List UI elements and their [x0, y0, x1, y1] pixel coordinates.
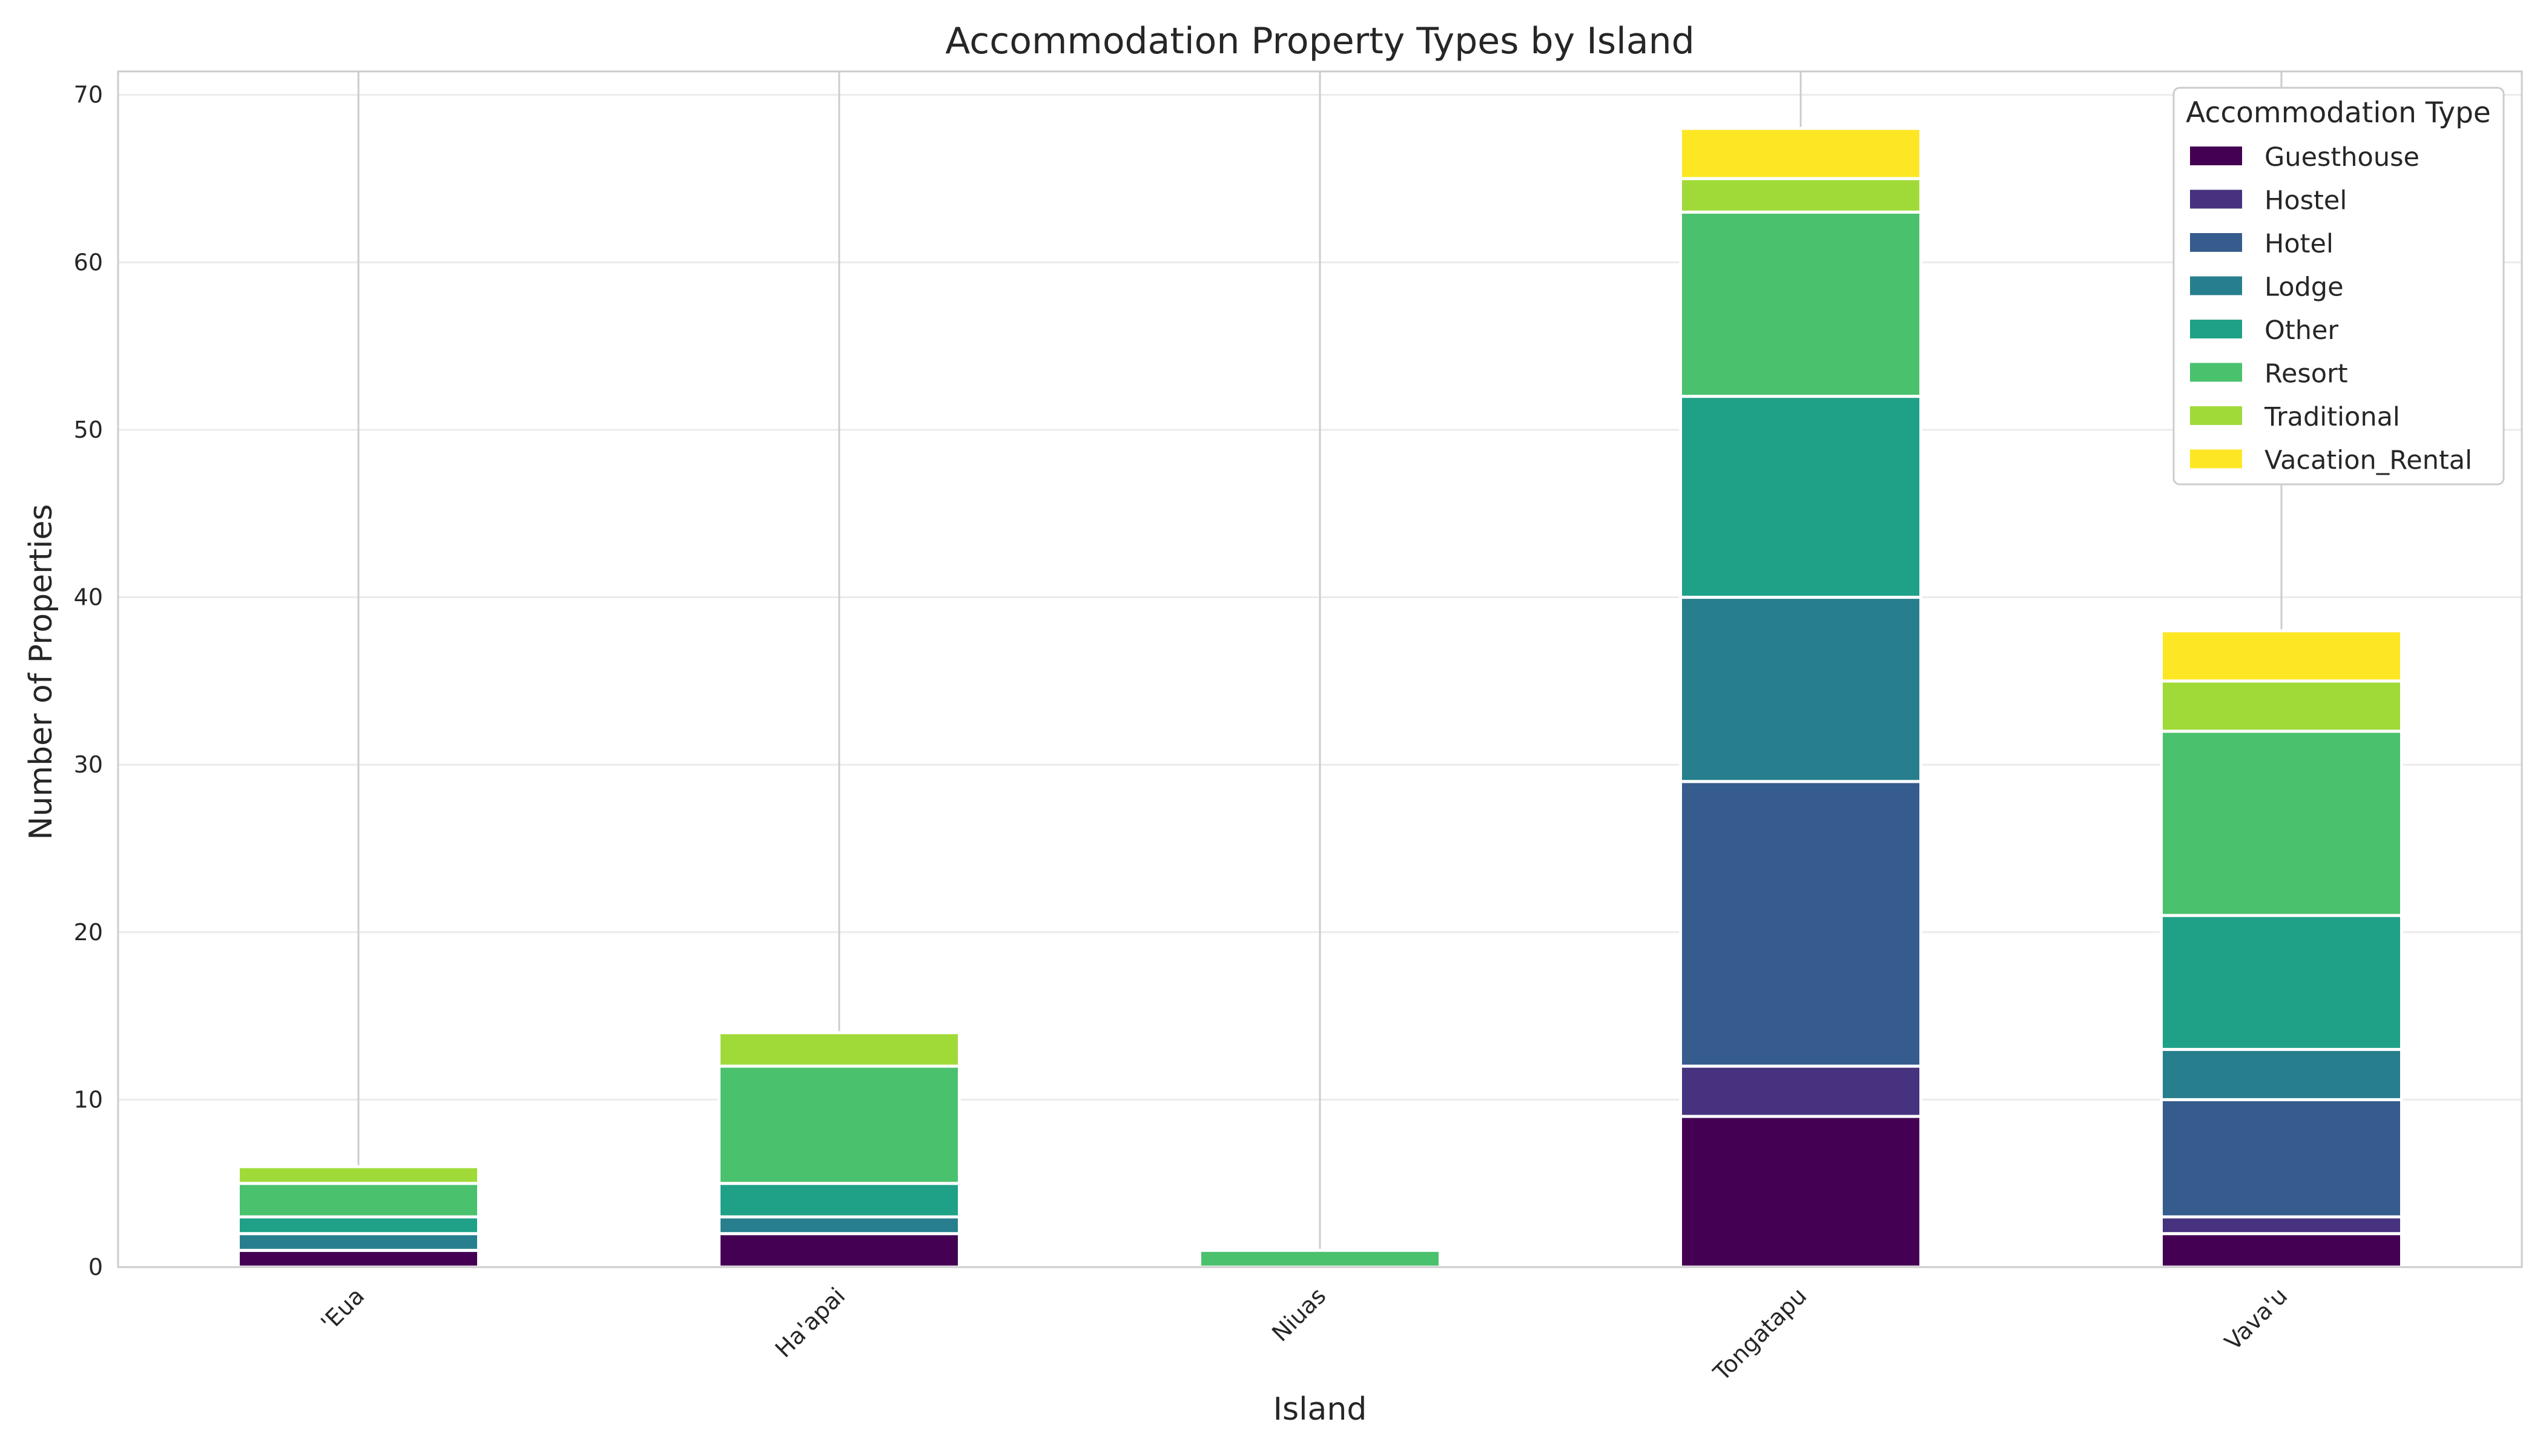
x-axis-ticks: 'Eua Ha'apai Niuas Tongatapu Vava'u — [315, 1282, 2292, 1386]
bar-segment — [2160, 629, 2403, 683]
bar-segment — [1679, 127, 1922, 180]
legend-label: Resort — [2264, 359, 2348, 389]
legend-box — [2172, 87, 2505, 486]
bar-segment — [237, 1248, 480, 1269]
legend-entries: Guesthouse Hostel Hotel Lodge Other Resort Tra… — [2190, 142, 2472, 476]
y-tick-label: 0 — [88, 1254, 103, 1280]
y-tick-label: 10 — [74, 1086, 103, 1113]
bar-segment — [237, 1232, 480, 1252]
bar-segment — [2160, 730, 2403, 917]
bars — [237, 127, 2403, 1269]
y-tick-label: 30 — [74, 751, 103, 778]
legend-swatch — [2190, 363, 2242, 382]
legend-swatch — [2190, 233, 2242, 252]
x-tick-label: 'Eua — [315, 1282, 369, 1336]
bar-segment — [237, 1182, 480, 1219]
bar-segment — [717, 1182, 961, 1219]
x-tick-label: Tongatapu — [1708, 1282, 1812, 1386]
legend-label: Vacation_Rental — [2264, 446, 2472, 476]
legend-label: Guesthouse — [2264, 142, 2419, 173]
y-tick-label: 20 — [74, 919, 103, 946]
legend-swatch — [2190, 189, 2242, 209]
y-tick-label: 40 — [74, 584, 103, 611]
x-axis-label: Island — [1273, 1391, 1367, 1428]
x-tick-label: Vava'u — [2220, 1282, 2293, 1356]
bar-segment — [1679, 596, 1922, 783]
bar-segment — [2160, 1232, 2403, 1269]
legend-title: Accommodation Type — [2186, 96, 2491, 130]
legend: Accommodation Type Guesthouse Hostel Hotel… — [2172, 87, 2505, 486]
y-tick-label: 60 — [74, 249, 103, 275]
legend-swatch — [2190, 320, 2242, 338]
legend-label: Hostel — [2264, 186, 2347, 216]
legend-swatch — [2190, 449, 2242, 469]
y-tick-label: 70 — [74, 82, 103, 108]
bar-segment — [717, 1031, 961, 1068]
bar-segment — [717, 1215, 961, 1236]
bar-segment — [1679, 1115, 1922, 1269]
bar-segment — [1679, 1064, 1922, 1118]
plot-frame — [117, 70, 2523, 1268]
legend-swatch — [2190, 406, 2242, 425]
y-tick-label: 50 — [74, 417, 103, 443]
bar-segment — [2160, 1098, 2403, 1219]
bar-segment — [237, 1215, 480, 1236]
bar-segment — [1198, 1248, 1442, 1269]
legend-label: Hotel — [2264, 229, 2334, 259]
x-tick-label: Ha'apai — [770, 1282, 851, 1363]
bar-segment — [1679, 210, 1922, 398]
y-axis-label: Number of Properties — [23, 504, 59, 840]
bar-segment — [237, 1165, 480, 1185]
bar-segment — [717, 1232, 961, 1269]
legend-label: Lodge — [2264, 272, 2344, 303]
bar-segment — [1679, 780, 1922, 1068]
legend-label: Other — [2264, 315, 2338, 346]
legend-label: Traditional — [2264, 402, 2400, 432]
bar-segment — [2160, 679, 2403, 733]
x-tick-label: Niuas — [1267, 1282, 1331, 1346]
y-axis-ticks: 0 10 20 30 40 50 60 70 — [74, 82, 103, 1280]
bar-segment — [717, 1064, 961, 1185]
bar-segment — [2160, 914, 2403, 1051]
bar-segment — [2160, 1215, 2403, 1236]
legend-swatch — [2190, 147, 2242, 165]
legend-swatch — [2190, 276, 2242, 295]
bar-segment — [1679, 177, 1922, 214]
bar-segment — [1679, 395, 1922, 599]
chart-title: Accommodation Property Types by Island — [945, 20, 1694, 62]
bar-segment — [2160, 1047, 2403, 1101]
plot-border — [117, 70, 2523, 1268]
